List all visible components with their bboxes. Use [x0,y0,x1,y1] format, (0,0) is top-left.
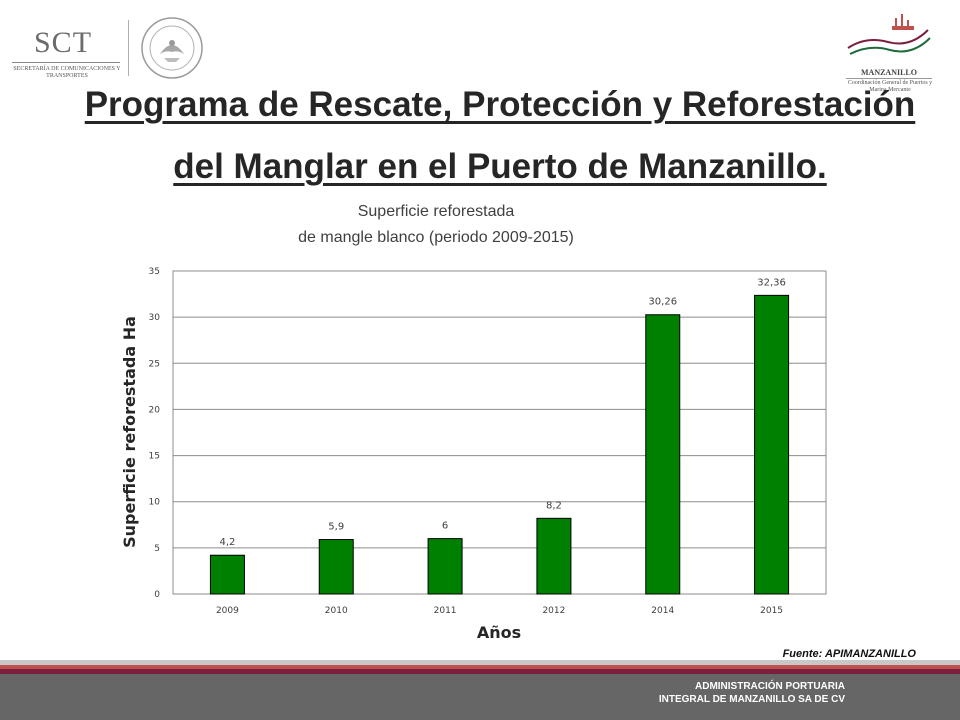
sct-logo-rule [12,62,120,63]
slide-title: Programa de Rescate, Protección y Refore… [84,85,916,186]
y-tick-label: 20 [149,405,161,415]
bar [427,538,463,595]
footer-stripe-light [0,660,960,665]
port-logo-name: MANZANILLO [860,68,917,77]
x-axis-title: Años [477,623,521,642]
footer-stripe-maroon [0,669,960,674]
y-tick-label: 0 [154,590,160,600]
source-note: Fuente: APIMANZANILLO [782,648,916,660]
chart-title-line2: de mangle blanco (periodo 2009-2015) [298,229,574,246]
port-logo-rule [846,78,932,79]
logo-divider [128,20,129,76]
manzanillo-port-logo: MANZANILLO Coordinación General de Puert… [836,8,940,104]
data-label: 4,2 [219,537,235,548]
footer-org-line2: INTEGRAL DE MANZANILLO SA DE CV [658,694,845,705]
footer-org-line1: ADMINISTRACIÓN PORTUARIA [695,681,845,692]
footer-stripes [0,660,960,674]
y-tick-label: 30 [149,313,161,323]
y-axis-title: Superficie reforestada Ha [120,316,139,548]
x-tick-label: 2014 [651,606,674,616]
bar [209,554,245,595]
sct-logo-text: SCT [34,26,93,59]
footer-stripe-red [0,665,960,669]
footer-bar [0,674,960,720]
data-label: 6 [442,521,448,532]
x-tick-label: 2015 [760,606,783,616]
data-label: 30,26 [648,297,677,308]
bar [536,517,572,595]
y-tick-label: 5 [154,544,160,554]
sct-logo: SCT SECRETARÍA DE COMUNICACIONES Y TRANS… [8,20,128,80]
data-label: 8,2 [546,500,562,511]
y-tick-label: 25 [149,359,160,369]
y-tick-label: 35 [149,267,160,277]
y-tick-label: 15 [149,452,160,462]
port-ship-icon [847,14,931,55]
bar [645,314,681,595]
data-label: 32,36 [757,277,786,288]
data-label: 5,9 [328,522,344,533]
plot-area [172,270,827,595]
bar [318,539,354,595]
mexico-seal-icon [141,17,203,79]
x-tick-label: 2011 [434,606,457,616]
sct-logo-subtitle: SECRETARÍA DE COMUNICACIONES Y TRANSPORT… [13,66,121,79]
y-tick-label: 10 [149,498,161,508]
port-logo-subtitle: Coordinación General de Puertos y Marina… [847,80,933,93]
x-tick-label: 2009 [216,606,239,616]
chart-title-line1: Superficie reforestada [358,203,515,220]
x-tick-label: 2012 [542,606,565,616]
bar [754,294,790,595]
x-tick-label: 2010 [325,606,348,616]
